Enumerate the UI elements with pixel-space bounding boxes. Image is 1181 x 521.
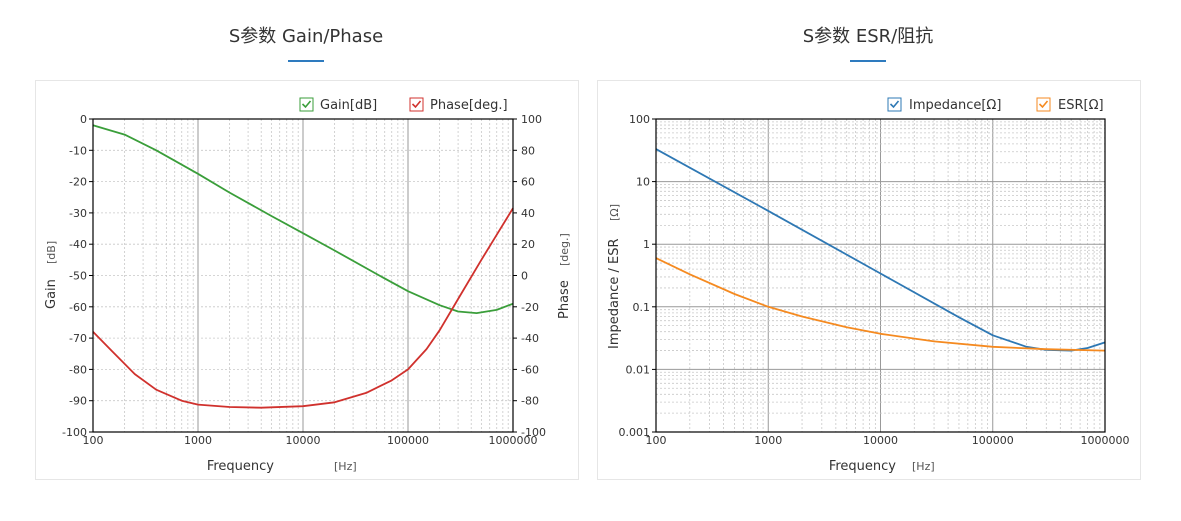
- legend-impedance[interactable]: Impedance[Ω]: [887, 97, 1001, 113]
- y-axis-label-left: Gain: [44, 279, 59, 309]
- x-tick-label: 1000: [184, 434, 212, 447]
- y-axis-unit: [Ω]: [608, 204, 621, 221]
- y-axis-unit-right: [deg.]: [558, 233, 571, 266]
- plot-frame: [92, 118, 514, 433]
- x-tick-label: 10000: [863, 434, 898, 447]
- checkbox-icon[interactable]: [409, 97, 424, 112]
- gain-phase-chart: 100 1000 10000 100000 1000000 0 100 -10 80 -20 60 -…: [44, 97, 572, 474]
- gain-phase-chart-panel: 100 1000 10000 100000 1000000 0 100 -10 80 -20 60 -…: [35, 80, 579, 480]
- legend-label-gain: Gain[dB]: [320, 98, 377, 113]
- chart-title-gain-phase: S参数 Gain/Phase: [228, 26, 384, 47]
- check-icon: [889, 100, 900, 109]
- y-tick-label-right: 60: [521, 176, 535, 189]
- x-tick-label: 100: [646, 434, 667, 447]
- x-tick-label: 1000000: [489, 434, 538, 447]
- y-axis-label-right: Phase: [557, 280, 572, 319]
- y-tick-label-right: -100: [521, 426, 546, 439]
- y-tick-label-right: 0: [521, 270, 528, 283]
- series-line-gaindb: [92, 124, 514, 314]
- x-tick-label: 1000000: [1081, 434, 1130, 447]
- legend-label-phase: Phase[deg.]: [430, 98, 508, 113]
- y-tick-label-right: -40: [521, 332, 539, 345]
- y-tick-label: 1: [643, 238, 650, 251]
- y-tick-label-left: -60: [69, 301, 87, 314]
- x-tick-label: 100000: [387, 434, 429, 447]
- x-axis-label: Frequency: [829, 459, 896, 474]
- check-icon: [411, 100, 422, 109]
- y-tick-label: 10: [636, 176, 650, 189]
- y-tick-label: 0.01: [626, 363, 651, 376]
- y-tick-label-left: -10: [69, 144, 87, 157]
- y-tick-label: 0.001: [619, 426, 651, 439]
- y-tick-label-right: -60: [521, 363, 539, 376]
- y-tick-label-right: 20: [521, 238, 535, 251]
- y-tick-label-right: 80: [521, 144, 535, 157]
- y-tick-label-left: -20: [69, 176, 87, 189]
- y-tick-label-left: -90: [69, 395, 87, 408]
- title-underline: [288, 60, 324, 62]
- legend-label-impedance: Impedance[Ω]: [909, 98, 1001, 113]
- y-tick-label-left: -100: [62, 426, 87, 439]
- x-axis-unit: [Hz]: [912, 460, 935, 473]
- series-line-phasedeg: [92, 207, 514, 409]
- y-tick-label-left: -80: [69, 363, 87, 376]
- y-tick-label-left: -40: [69, 238, 87, 251]
- y-tick-label-right: -20: [521, 301, 539, 314]
- legend-gain[interactable]: Gain[dB]: [299, 97, 377, 113]
- y-tick-label: 0.1: [633, 301, 651, 314]
- check-icon: [1038, 100, 1049, 109]
- check-icon: [301, 100, 312, 109]
- y-tick-label-left: -70: [69, 332, 87, 345]
- esr-impedance-chart-panel: 100 1000 10000 100000 1000000 100 10 1 0.1 0.01 0.…: [597, 80, 1141, 480]
- y-tick-label-right: 100: [521, 113, 542, 126]
- series-line-esr: [655, 257, 1106, 352]
- x-tick-label: 1000: [754, 434, 782, 447]
- y-tick-label-right: 40: [521, 207, 535, 220]
- x-tick-label: 100000: [972, 434, 1014, 447]
- x-axis-unit: [Hz]: [334, 460, 357, 473]
- x-tick-label: 100: [83, 434, 104, 447]
- x-axis-label: Frequency: [207, 459, 274, 474]
- legend-label-esr: ESR[Ω]: [1058, 98, 1104, 113]
- legend-phase[interactable]: Phase[deg.]: [409, 97, 508, 113]
- y-tick-label-left: 0: [80, 113, 87, 126]
- checkbox-icon[interactable]: [299, 97, 314, 112]
- esr-impedance-chart: 100 1000 10000 100000 1000000 100 10 1 0.1 0.01 0.…: [607, 97, 1130, 474]
- y-tick-label-left: -30: [69, 207, 87, 220]
- checkbox-icon[interactable]: [887, 97, 902, 112]
- y-axis-unit-left: [dB]: [45, 241, 58, 264]
- title-underline: [850, 60, 886, 62]
- y-tick-label: 100: [629, 113, 650, 126]
- y-axis-label: Impedance / ESR: [607, 239, 622, 350]
- chart-title-esr-impedance: S参数 ESR/阻抗: [802, 26, 934, 47]
- y-tick-label-right: -80: [521, 395, 539, 408]
- checkbox-icon[interactable]: [1036, 97, 1051, 112]
- y-tick-label-left: -50: [69, 270, 87, 283]
- x-tick-label: 10000: [286, 434, 321, 447]
- legend-esr[interactable]: ESR[Ω]: [1036, 97, 1104, 113]
- plot-frame: [655, 118, 1106, 433]
